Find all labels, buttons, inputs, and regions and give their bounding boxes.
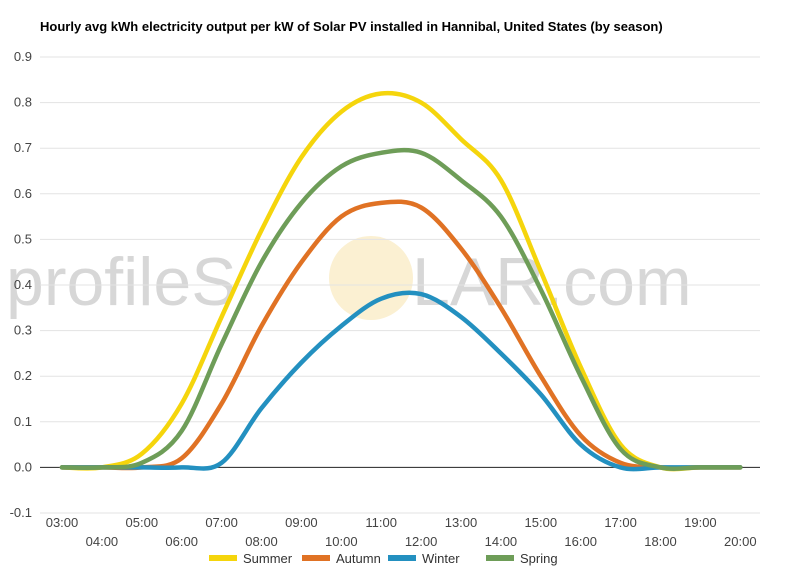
series-lines — [59, 90, 743, 472]
watermark-text: profileS — [6, 244, 237, 320]
x-axis-ticks: 03:00 04:00 05:00 06:00 07:00 08:00 09:00 10:00… — [46, 515, 757, 549]
x-tick-label: 05:00 — [126, 515, 159, 530]
y-tick-label: 0.7 — [14, 140, 32, 155]
y-axis-ticks: -0.1 0.0 0.1 0.2 0.3 0.4 0.5 0.6 0.7 0.8 0.9 — [10, 49, 32, 520]
x-tick-label: 17:00 — [604, 515, 637, 530]
y-tick-label: 0.1 — [14, 414, 32, 429]
legend-swatch-spring — [486, 555, 514, 561]
watermark-sun-icon — [329, 236, 413, 320]
legend-label-winter: Winter — [422, 551, 460, 566]
y-tick-label: 0.4 — [14, 277, 32, 292]
gridlines — [40, 56, 760, 514]
y-tick-label: 0.9 — [14, 49, 32, 64]
y-tick-label: -0.1 — [10, 505, 32, 520]
watermark-text: LAR.com — [412, 244, 692, 320]
x-tick-label: 07:00 — [205, 515, 238, 530]
legend-swatch-winter — [388, 555, 416, 561]
legend-swatch-summer — [209, 555, 237, 561]
x-tick-label: 04:00 — [86, 534, 119, 549]
y-tick-label: 0.2 — [14, 368, 32, 383]
x-tick-label: 09:00 — [285, 515, 318, 530]
x-tick-label: 20:00 — [724, 534, 757, 549]
series-line-summer — [59, 90, 743, 472]
x-tick-label: 16:00 — [564, 534, 597, 549]
y-tick-label: 0.5 — [14, 231, 32, 246]
legend-label-summer: Summer — [243, 551, 293, 566]
y-tick-label: 0.3 — [14, 323, 32, 338]
x-tick-label: 13:00 — [445, 515, 478, 530]
series-line-winter — [59, 290, 743, 472]
x-tick-label: 14:00 — [485, 534, 518, 549]
x-tick-label: 08:00 — [245, 534, 278, 549]
y-tick-label: 0.8 — [14, 95, 32, 110]
x-tick-label: 10:00 — [325, 534, 358, 549]
x-tick-label: 19:00 — [684, 515, 717, 530]
chart-title: Hourly avg kWh electricity output per kW… — [40, 19, 663, 34]
legend-label-autumn: Autumn — [336, 551, 381, 566]
y-tick-label: 0.6 — [14, 186, 32, 201]
x-tick-label: 18:00 — [644, 534, 677, 549]
legend-label-spring: Spring — [520, 551, 558, 566]
series-line-autumn — [59, 199, 743, 471]
x-tick-label: 06:00 — [165, 534, 198, 549]
x-tick-label: 15:00 — [525, 515, 558, 530]
y-tick-label: 0.0 — [14, 459, 32, 474]
legend-swatch-autumn — [302, 555, 330, 561]
x-tick-label: 03:00 — [46, 515, 79, 530]
watermark: profileS LAR.com — [6, 236, 692, 320]
series-line-spring — [59, 147, 743, 471]
x-tick-label: 11:00 — [365, 515, 397, 530]
legend: Summer Autumn Winter Spring — [209, 551, 558, 566]
x-tick-label: 12:00 — [405, 534, 438, 549]
